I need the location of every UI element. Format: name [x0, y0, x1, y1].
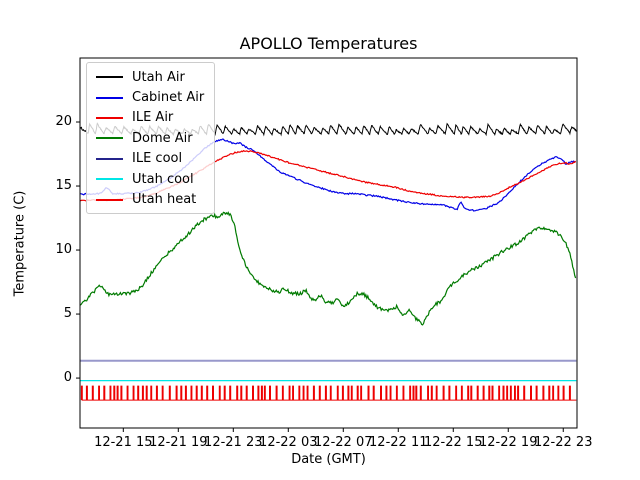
x-tick-label: 12-21 15	[94, 435, 153, 450]
chart-title: APOLLO Temperatures	[239, 34, 418, 53]
x-tick-label: 12-22 19	[479, 435, 538, 450]
legend-line-sample	[96, 137, 123, 140]
legend-line-sample	[96, 76, 123, 79]
y-tick-label: 10	[55, 242, 72, 258]
y-tick-label: 20	[55, 114, 72, 129]
x-tick-label: 12-22 11	[369, 435, 428, 450]
x-tick-label: 12-22 23	[534, 435, 593, 450]
legend: Utah Air Cabinet Air ILE Air Dome Air ILE co…	[86, 62, 215, 214]
x-tick-label: 12-21 23	[204, 435, 263, 450]
legend-item-label: ILE cool	[132, 151, 183, 167]
legend-item: Utah cool	[87, 169, 214, 189]
legend-item-label: ILE Air	[132, 110, 174, 126]
x-tick-label: 12-21 19	[149, 435, 208, 450]
legend-item-label: Utah heat	[132, 192, 197, 208]
legend-item: ILE cool	[87, 149, 214, 169]
y-tick-label: 5	[63, 306, 72, 322]
legend-item: ILE Air	[87, 108, 214, 128]
y-tick-label: 15	[55, 178, 72, 194]
legend-line-sample	[96, 96, 123, 99]
legend-item-label: Utah Air	[132, 69, 185, 85]
legend-item-label: Dome Air	[132, 130, 193, 146]
legend-item: Utah heat	[87, 189, 214, 209]
legend-line-sample	[96, 198, 123, 201]
x-tick-label: 12-22 15	[424, 435, 483, 450]
series-dome-air	[80, 211, 577, 326]
legend-item-label: Cabinet Air	[132, 90, 205, 106]
x-tick-label: 12-22 03	[259, 435, 318, 450]
x-axis-label: Date (GMT)	[291, 452, 366, 467]
legend-line-sample	[96, 157, 123, 160]
legend-item: Dome Air	[87, 128, 214, 148]
series-utah-heat	[80, 385, 577, 401]
legend-line-sample	[96, 178, 123, 181]
legend-item: Cabinet Air	[87, 87, 214, 107]
legend-item: Utah Air	[87, 67, 214, 87]
x-tick-label: 12-22 07	[314, 435, 373, 450]
legend-item-label: Utah cool	[132, 171, 194, 187]
y-tick-label: 0	[63, 370, 72, 386]
legend-line-sample	[96, 116, 123, 119]
axes-frame	[79, 57, 578, 429]
